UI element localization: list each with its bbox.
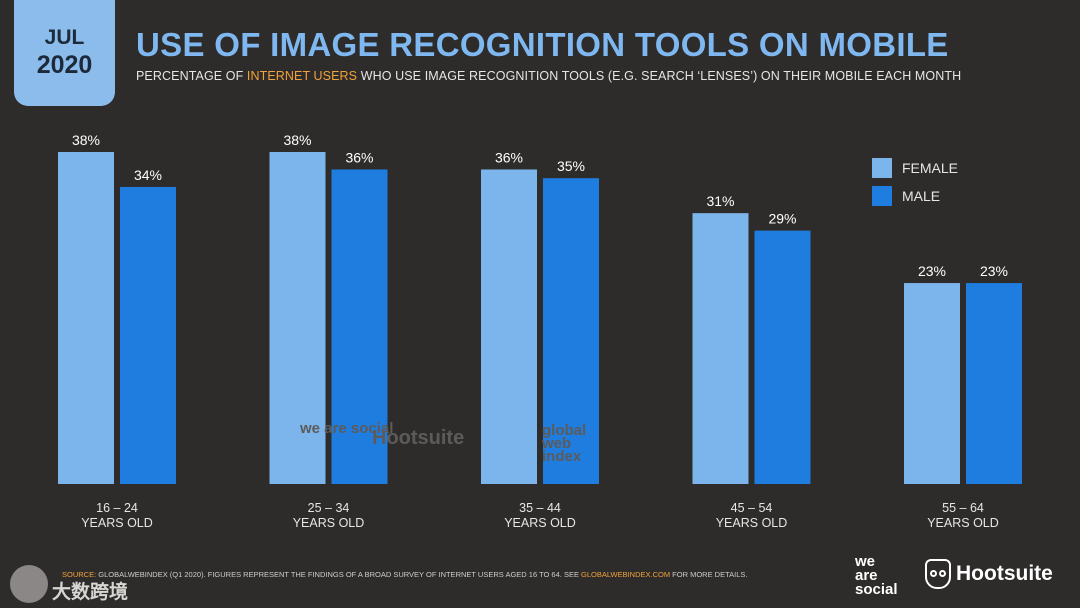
category-label-1: 25 – 34 <box>308 501 350 515</box>
legend-label-male: MALE <box>902 188 941 204</box>
data-label-male-0: 34% <box>134 167 162 183</box>
category-sublabel-2: YEARS OLD <box>504 516 576 530</box>
badge-month: JUL <box>44 26 85 49</box>
legend-swatch-male <box>872 186 892 206</box>
source-text-pre: GLOBALWEBINDEX (Q1 2020). FIGURES REPRES… <box>96 570 582 579</box>
watermark-globalwebindex: global web index <box>542 422 587 465</box>
hootsuite-logo: Hootsuite <box>925 559 1053 589</box>
data-label-male-3: 29% <box>768 211 796 227</box>
category-sublabel-4: YEARS OLD <box>927 516 999 530</box>
data-label-male-1: 36% <box>345 149 373 165</box>
category-sublabel-1: YEARS OLD <box>293 516 365 530</box>
bar-male-0 <box>120 186 176 484</box>
legend-item-female: FEMALE <box>872 154 958 182</box>
data-label-female-0: 38% <box>72 132 100 148</box>
source-text-post: FOR MORE DETAILS. <box>670 570 748 579</box>
category-sublabel-3: YEARS OLD <box>716 516 788 530</box>
bar-female-0 <box>58 152 114 484</box>
was-line-2: are <box>855 567 878 584</box>
category-label-4: 55 – 64 <box>942 501 984 515</box>
watermark-hootsuite: Hootsuite <box>372 427 465 449</box>
hootsuite-name: Hootsuite <box>956 562 1053 585</box>
page-subtitle: PERCENTAGE OF INTERNET USERS WHO USE IMA… <box>136 69 961 83</box>
source-link[interactable]: GLOBALWEBINDEX.COM <box>581 570 671 579</box>
badge-year: 2020 <box>36 51 93 79</box>
legend-label-female: FEMALE <box>902 160 959 176</box>
category-label-2: 35 – 44 <box>519 501 561 515</box>
we-are-social-logo: we are social <box>855 553 898 598</box>
bar-female-1 <box>269 152 326 484</box>
legend-item-male: MALE <box>872 182 958 210</box>
subtitle-post: WHO USE IMAGE RECOGNITION TOOLS (E.G. SE… <box>357 69 962 83</box>
data-label-male-4: 23% <box>980 263 1008 279</box>
bar-male-4 <box>966 283 1022 484</box>
legend-swatch-female <box>872 158 892 178</box>
watermark-we-are-social: we are social <box>300 420 394 437</box>
corner-watermark-text: 大数跨境 <box>52 582 129 603</box>
category-label-3: 45 – 54 <box>731 501 773 515</box>
date-badge: JUL 2020 <box>14 0 115 106</box>
source-label: SOURCE: <box>62 570 97 579</box>
page-title: USE OF IMAGE RECOGNITION TOOLS ON MOBILE <box>136 26 949 63</box>
category-sublabel-0: YEARS OLD <box>81 516 153 530</box>
data-label-female-2: 36% <box>495 149 523 165</box>
data-label-female-4: 23% <box>918 263 946 279</box>
data-label-female-1: 38% <box>283 132 311 148</box>
subtitle-highlight: INTERNET USERS <box>246 69 358 83</box>
category-label-0: 16 – 24 <box>96 501 138 515</box>
subtitle-pre: PERCENTAGE OF <box>136 69 247 83</box>
bar-female-4 <box>904 283 960 484</box>
corner-logo-icon <box>10 565 48 603</box>
data-label-female-3: 31% <box>706 193 734 209</box>
bar-male-3 <box>754 230 811 484</box>
was-line-1: we <box>855 553 876 570</box>
source-note: SOURCE: GLOBALWEBINDEX (Q1 2020). FIGURE… <box>62 570 747 579</box>
bar-female-2 <box>481 169 537 484</box>
bar-male-1 <box>331 169 388 484</box>
data-label-male-2: 35% <box>557 158 585 174</box>
bar-male-2 <box>543 178 599 485</box>
bar-female-3 <box>692 213 749 484</box>
was-line-3: social <box>855 581 898 598</box>
owl-icon <box>925 559 951 589</box>
chart-legend: FEMALE MALE <box>872 154 958 210</box>
